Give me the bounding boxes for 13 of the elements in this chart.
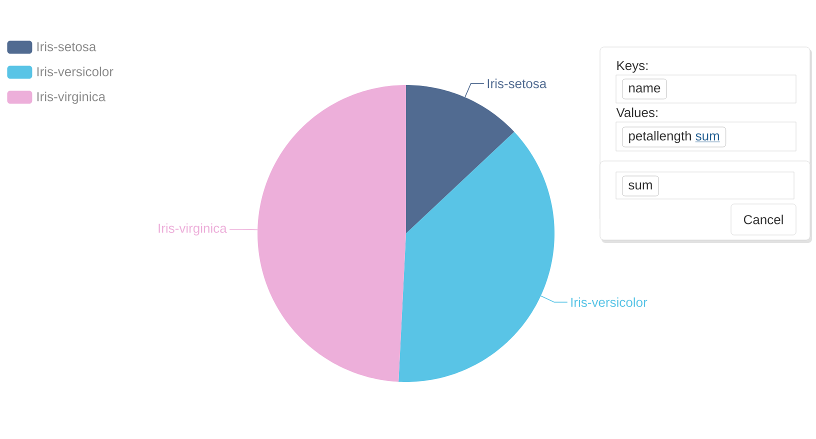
text: Values: — [616, 108, 658, 118]
text: sum — [628, 182, 652, 190]
slice-label: Iris-setosa — [488, 78, 547, 88]
slice-label: Iris-versicolor — [571, 297, 648, 307]
legend-label: Iris-versicolor — [37, 66, 114, 76]
slice-label: Iris-virginica — [158, 223, 227, 236]
text: Cancel — [744, 214, 783, 224]
legend-label: Iris-virginica — [37, 92, 106, 104]
text: Keys: — [617, 61, 648, 73]
text: name — [629, 85, 660, 93]
legend-label: Iris-setosa — [37, 42, 96, 52]
text: sum — [696, 133, 720, 140]
text: petallength — [629, 130, 691, 144]
